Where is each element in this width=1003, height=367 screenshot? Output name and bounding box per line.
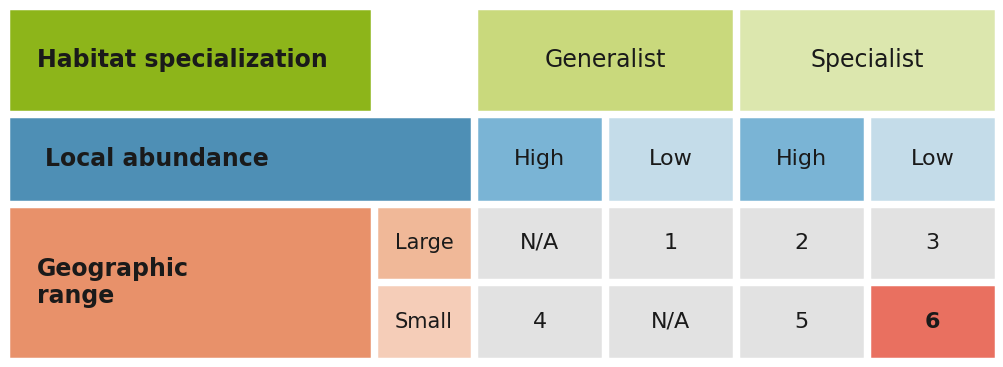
Text: Geographic
range: Geographic range (37, 257, 189, 308)
Text: Small: Small (394, 312, 452, 331)
Text: 5: 5 (793, 312, 807, 331)
Bar (607, 206, 733, 280)
Bar (737, 116, 865, 202)
Text: Local abundance: Local abundance (45, 147, 269, 171)
Bar (869, 284, 995, 359)
Text: 3: 3 (925, 233, 939, 253)
Bar (475, 8, 733, 112)
Bar (376, 284, 471, 359)
Text: 4: 4 (532, 312, 546, 331)
Text: High: High (775, 149, 826, 169)
Text: Generalist: Generalist (544, 48, 665, 72)
Bar (475, 206, 603, 280)
Bar (737, 8, 995, 112)
Bar (8, 8, 372, 112)
Bar (607, 116, 733, 202)
Bar (869, 116, 995, 202)
Text: N/A: N/A (650, 312, 689, 331)
Bar (475, 116, 603, 202)
Bar (607, 284, 733, 359)
Text: Specialist: Specialist (809, 48, 923, 72)
Bar (8, 116, 471, 202)
Bar (376, 206, 471, 280)
Bar (475, 284, 603, 359)
Bar (737, 284, 865, 359)
Text: Low: Low (910, 149, 954, 169)
Text: Low: Low (648, 149, 692, 169)
Text: Large: Large (394, 233, 453, 253)
Text: Habitat specialization: Habitat specialization (37, 48, 328, 72)
Text: High: High (514, 149, 565, 169)
Bar (8, 206, 372, 359)
Text: 1: 1 (663, 233, 677, 253)
Text: 2: 2 (793, 233, 807, 253)
Text: N/A: N/A (520, 233, 559, 253)
Text: 6: 6 (924, 312, 940, 331)
Bar (869, 206, 995, 280)
Bar (737, 206, 865, 280)
